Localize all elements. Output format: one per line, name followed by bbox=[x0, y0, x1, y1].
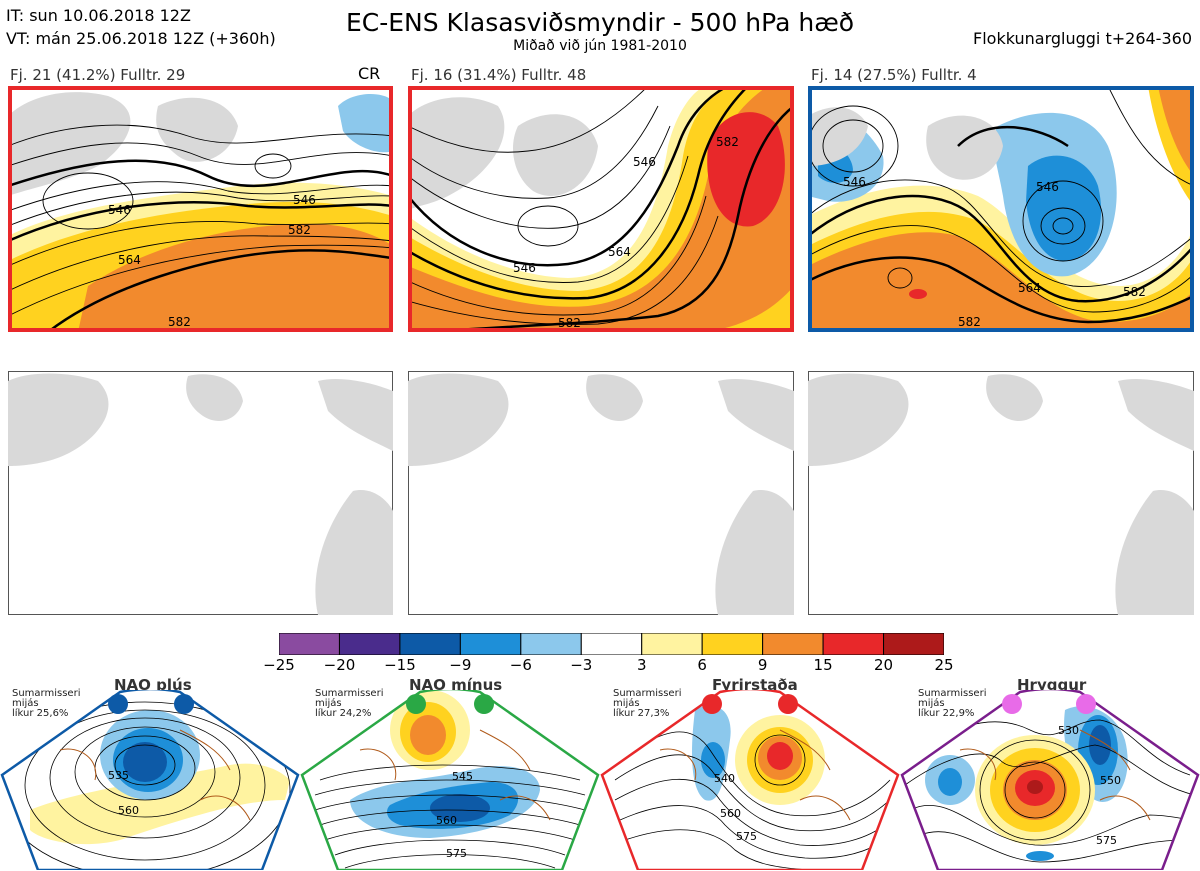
regime-4-info: Sumarmisseri mijás líkur 22,9% bbox=[918, 688, 987, 719]
valid-time: VT: mán 25.06.2018 12Z (+360h) bbox=[6, 29, 276, 48]
regime-map-blocking: 540 560 575 bbox=[600, 690, 900, 870]
panel-1-label: Fj. 21 (41.2%) Fulltr. 29 bbox=[10, 66, 186, 84]
panel-2-label: Fj. 16 (31.4%) Fulltr. 48 bbox=[411, 66, 587, 84]
cluster-map-1: 546 564 582 546 582 bbox=[8, 86, 393, 332]
colorbar-cell bbox=[701, 633, 764, 655]
run-info: IT: sun 10.06.2018 12Z VT: mán 25.06.201… bbox=[6, 4, 276, 50]
contour-label: 582 bbox=[958, 315, 981, 329]
contour-label: 546 bbox=[843, 175, 866, 189]
contour-label: 564 bbox=[1018, 281, 1041, 295]
colorbar-cell bbox=[399, 633, 461, 655]
contour-label: 546 bbox=[293, 193, 316, 207]
colorbar-tick-label: −9 bbox=[449, 656, 472, 674]
colorbar-tick-label: −20 bbox=[323, 656, 356, 674]
regime-1-info: Sumarmisseri mijás líkur 25,6% bbox=[12, 688, 81, 719]
regime-map-nao-minus: 545 560 575 bbox=[300, 690, 600, 870]
regime-map-nao-plus: 535 560 bbox=[0, 690, 300, 870]
cluster-map-3: 546 546 564 582 582 bbox=[808, 86, 1194, 332]
contour-label: 560 bbox=[436, 814, 457, 827]
colorbar-tick-label: 6 bbox=[697, 656, 707, 674]
colorbar-cell bbox=[641, 633, 703, 655]
member-map-2 bbox=[408, 371, 794, 615]
contour-label: 545 bbox=[452, 770, 473, 783]
colorbar-tick-label: 3 bbox=[636, 656, 647, 674]
colorbar-cell bbox=[883, 633, 944, 655]
colorbar-cell bbox=[520, 633, 582, 655]
colorbar-tick-label: 9 bbox=[757, 656, 768, 674]
contour-label: 546 bbox=[513, 261, 536, 275]
contour-label: 582 bbox=[716, 135, 739, 149]
contour-label: 575 bbox=[446, 847, 467, 860]
contour-label: 550 bbox=[1100, 774, 1121, 787]
contour-label: 535 bbox=[108, 769, 129, 782]
classification-window: Flokkunargluggi t+264-360 bbox=[973, 29, 1192, 48]
contour-label: 582 bbox=[288, 223, 311, 237]
colorbar-tick-label: −3 bbox=[570, 656, 593, 674]
colorbar-cell bbox=[822, 633, 885, 655]
contour-label: 546 bbox=[1036, 180, 1059, 194]
member-map-3 bbox=[808, 371, 1194, 615]
colorbar-cell bbox=[459, 633, 522, 655]
colorbar-tick-label: −6 bbox=[509, 656, 532, 674]
regime-map-ridge: 530 550 575 bbox=[900, 690, 1200, 870]
regime-3-info: Sumarmisseri mijás líkur 27,3% bbox=[613, 688, 682, 719]
panel-1-tag: CR bbox=[358, 64, 381, 83]
contour-label: 582 bbox=[168, 315, 191, 329]
page-subtitle: Miðað við jún 1981-2010 bbox=[513, 38, 687, 54]
colorbar-tick-label: 25 bbox=[934, 656, 954, 674]
contour-label: 564 bbox=[118, 253, 141, 267]
colorbar-tick-label: 15 bbox=[813, 656, 833, 674]
member-map-1 bbox=[8, 371, 393, 615]
contour-label: 582 bbox=[1123, 285, 1146, 299]
contour-label: 546 bbox=[633, 155, 656, 169]
colorbar-cell bbox=[279, 633, 340, 655]
cluster-map-2: 546 546 564 582 582 bbox=[408, 86, 794, 332]
contour-label: 575 bbox=[1096, 834, 1117, 847]
regime-2-info: Sumarmisseri mijás líkur 24,2% bbox=[315, 688, 384, 719]
anomaly-colorbar bbox=[279, 633, 944, 655]
colorbar-tick-label: −25 bbox=[263, 656, 295, 674]
panel-3-label: Fj. 14 (27.5%) Fulltr. 4 bbox=[811, 66, 977, 84]
colorbar-tick-label: −15 bbox=[384, 656, 416, 674]
colorbar-cell bbox=[580, 633, 643, 655]
contour-label: 530 bbox=[1058, 724, 1079, 737]
colorbar-tick-label: 20 bbox=[873, 656, 894, 674]
contour-label: 540 bbox=[714, 772, 735, 785]
page-title: EC-ENS Klasasviðsmyndir - 500 hPa hæð bbox=[345, 8, 855, 37]
contour-label: 564 bbox=[608, 245, 631, 259]
colorbar-cell bbox=[762, 633, 824, 655]
contour-label: 546 bbox=[108, 203, 131, 217]
contour-label: 582 bbox=[558, 316, 581, 330]
contour-label: 575 bbox=[736, 830, 757, 843]
colorbar-cell bbox=[338, 633, 401, 655]
init-time: IT: sun 10.06.2018 12Z bbox=[6, 6, 191, 25]
contour-label: 560 bbox=[118, 804, 139, 817]
contour-label: 560 bbox=[720, 807, 741, 820]
